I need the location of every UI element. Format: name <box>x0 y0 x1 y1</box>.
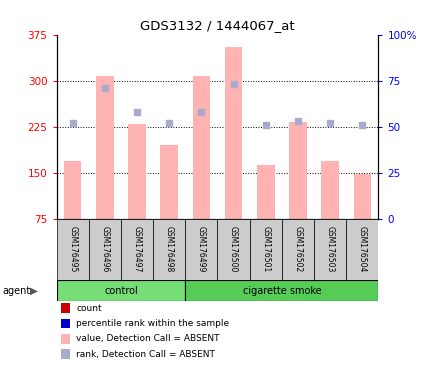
Text: percentile rank within the sample: percentile rank within the sample <box>76 319 229 328</box>
Text: ▶: ▶ <box>30 286 37 296</box>
Bar <box>185 280 378 301</box>
Point <box>133 109 140 115</box>
Bar <box>289 122 306 219</box>
Text: value, Detection Call = ABSENT: value, Detection Call = ABSENT <box>76 334 219 343</box>
Bar <box>64 161 81 219</box>
Text: GSM176504: GSM176504 <box>357 227 366 273</box>
Point <box>230 81 237 88</box>
Text: GSM176499: GSM176499 <box>197 227 205 273</box>
Bar <box>313 219 345 280</box>
Text: GSM176497: GSM176497 <box>132 227 141 273</box>
Text: GSM176500: GSM176500 <box>229 227 237 273</box>
Point <box>69 120 76 126</box>
Text: count: count <box>76 304 102 313</box>
Bar <box>89 219 121 280</box>
Bar <box>249 219 281 280</box>
Bar <box>56 219 89 280</box>
Point <box>197 109 204 115</box>
Bar <box>224 47 242 219</box>
Bar <box>321 161 338 219</box>
Bar <box>185 219 217 280</box>
Bar <box>192 76 210 219</box>
Bar <box>217 219 249 280</box>
Point <box>262 122 269 128</box>
Bar <box>121 219 153 280</box>
Bar <box>256 166 274 219</box>
Bar <box>160 145 178 219</box>
Point <box>101 85 108 91</box>
Text: agent: agent <box>2 286 30 296</box>
Bar <box>345 219 378 280</box>
Text: rank, Detection Call = ABSENT: rank, Detection Call = ABSENT <box>76 350 214 359</box>
Bar <box>96 76 113 219</box>
Bar <box>153 219 185 280</box>
Point <box>165 120 172 126</box>
Title: GDS3132 / 1444067_at: GDS3132 / 1444067_at <box>140 19 294 32</box>
Point <box>358 122 365 128</box>
Bar <box>128 124 145 219</box>
Point <box>326 120 333 126</box>
Bar <box>281 219 313 280</box>
Text: GSM176498: GSM176498 <box>164 227 173 273</box>
Text: cigarette smoke: cigarette smoke <box>242 286 320 296</box>
Point <box>294 118 301 124</box>
Text: control: control <box>104 286 138 296</box>
Text: GSM176496: GSM176496 <box>100 227 109 273</box>
Text: GSM176495: GSM176495 <box>68 227 77 273</box>
Bar <box>353 174 370 219</box>
Text: GSM176503: GSM176503 <box>325 227 334 273</box>
Text: GSM176502: GSM176502 <box>293 227 302 273</box>
Bar <box>56 280 185 301</box>
Text: GSM176501: GSM176501 <box>261 227 270 273</box>
